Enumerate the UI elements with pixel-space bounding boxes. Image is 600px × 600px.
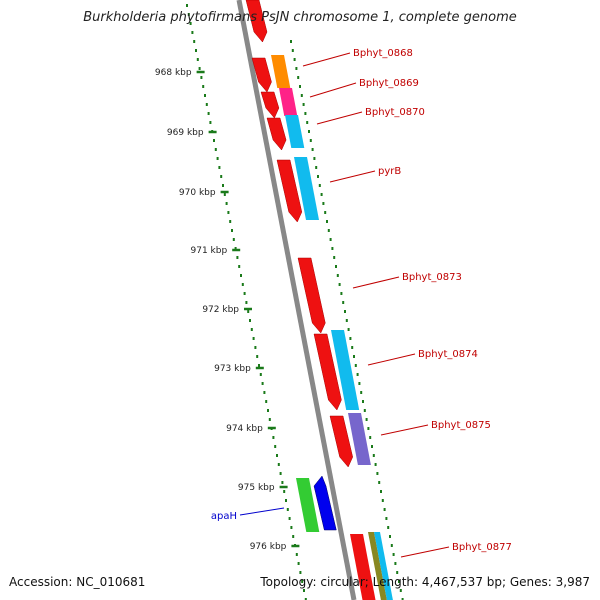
gene-labels: Bphyt_0868 Bphyt_0869 Bphyt_0870 pyrB Bphyt_… xyxy=(211,48,512,558)
gene-label[interactable]: Bphyt_0870 xyxy=(365,107,425,118)
label-leader-line xyxy=(352,276,400,289)
annotation-bar[interactable] xyxy=(279,88,298,116)
ruler-tick-label: 973 kbp xyxy=(214,364,251,374)
gene-arrow[interactable] xyxy=(266,117,287,151)
ruler-tick-label: 976 kbp xyxy=(250,542,287,552)
chart-title: Burkholderia phytofirmans PsJN chromosom… xyxy=(83,10,517,25)
label-leader-line xyxy=(367,353,416,366)
gene-label[interactable]: Bphyt_0869 xyxy=(359,78,419,89)
gene-label[interactable]: Bphyt_0873 xyxy=(402,272,462,283)
gene-arrow[interactable] xyxy=(260,91,280,119)
gene-label[interactable]: pyrB xyxy=(378,166,401,177)
gene-arrow[interactable] xyxy=(350,534,376,600)
gene-arrow[interactable] xyxy=(276,159,303,223)
gene-arrow[interactable] xyxy=(329,415,353,468)
ruler-tick-label: 970 kbp xyxy=(179,188,216,198)
gene-label[interactable]: Bphyt_0874 xyxy=(418,349,478,360)
gene-arrow-reverse[interactable] xyxy=(313,475,337,531)
annotation-bar[interactable] xyxy=(348,413,371,465)
gene-label[interactable]: Bphyt_0875 xyxy=(431,420,491,431)
annotation-bar[interactable] xyxy=(294,157,319,220)
annotation-bar[interactable] xyxy=(374,532,393,600)
ruler-tick-label: 972 kbp xyxy=(202,305,239,315)
accession-label: Accession: NC_010681 xyxy=(9,575,146,589)
feature-track xyxy=(245,0,393,600)
gene-arrow[interactable] xyxy=(297,257,326,334)
annotation-bar[interactable] xyxy=(285,115,305,148)
gene-arrow[interactable] xyxy=(245,0,268,43)
ruler-tick-label: 974 kbp xyxy=(226,424,263,434)
gene-label[interactable]: Bphyt_0868 xyxy=(353,48,413,59)
gene-arrow[interactable] xyxy=(251,57,272,93)
feature-track-boundary xyxy=(290,40,404,600)
label-leader-line xyxy=(400,546,450,558)
annotation-bar[interactable] xyxy=(271,55,291,88)
label-leader-line xyxy=(239,507,285,516)
ruler-tick-label: 968 kbp xyxy=(155,68,192,78)
label-leader-line xyxy=(380,424,429,436)
ruler-tick-label: 971 kbp xyxy=(191,246,228,256)
annotation-bar[interactable] xyxy=(368,532,387,600)
annotation-bar[interactable] xyxy=(331,330,360,410)
ruler-tick-label: 969 kbp xyxy=(167,128,204,138)
annotation-bar[interactable] xyxy=(296,478,320,532)
gene-arrow[interactable] xyxy=(313,333,342,411)
gene-label[interactable]: Bphyt_0877 xyxy=(452,542,512,553)
ruler-track: 968 kbp 969 kbp 970 kbp 971 kbp 972 kbp 973 k… xyxy=(155,4,307,600)
gene-label[interactable]: apaH xyxy=(211,511,237,522)
genome-backbone xyxy=(236,0,357,600)
label-leader-line xyxy=(302,52,351,67)
label-leader-line xyxy=(329,170,376,183)
ruler-tick-label: 975 kbp xyxy=(238,483,275,493)
label-leader-line xyxy=(316,111,363,125)
genome-summary: Topology: circular; Length: 4,467,537 bp… xyxy=(260,575,590,589)
label-leader-line xyxy=(309,82,357,98)
